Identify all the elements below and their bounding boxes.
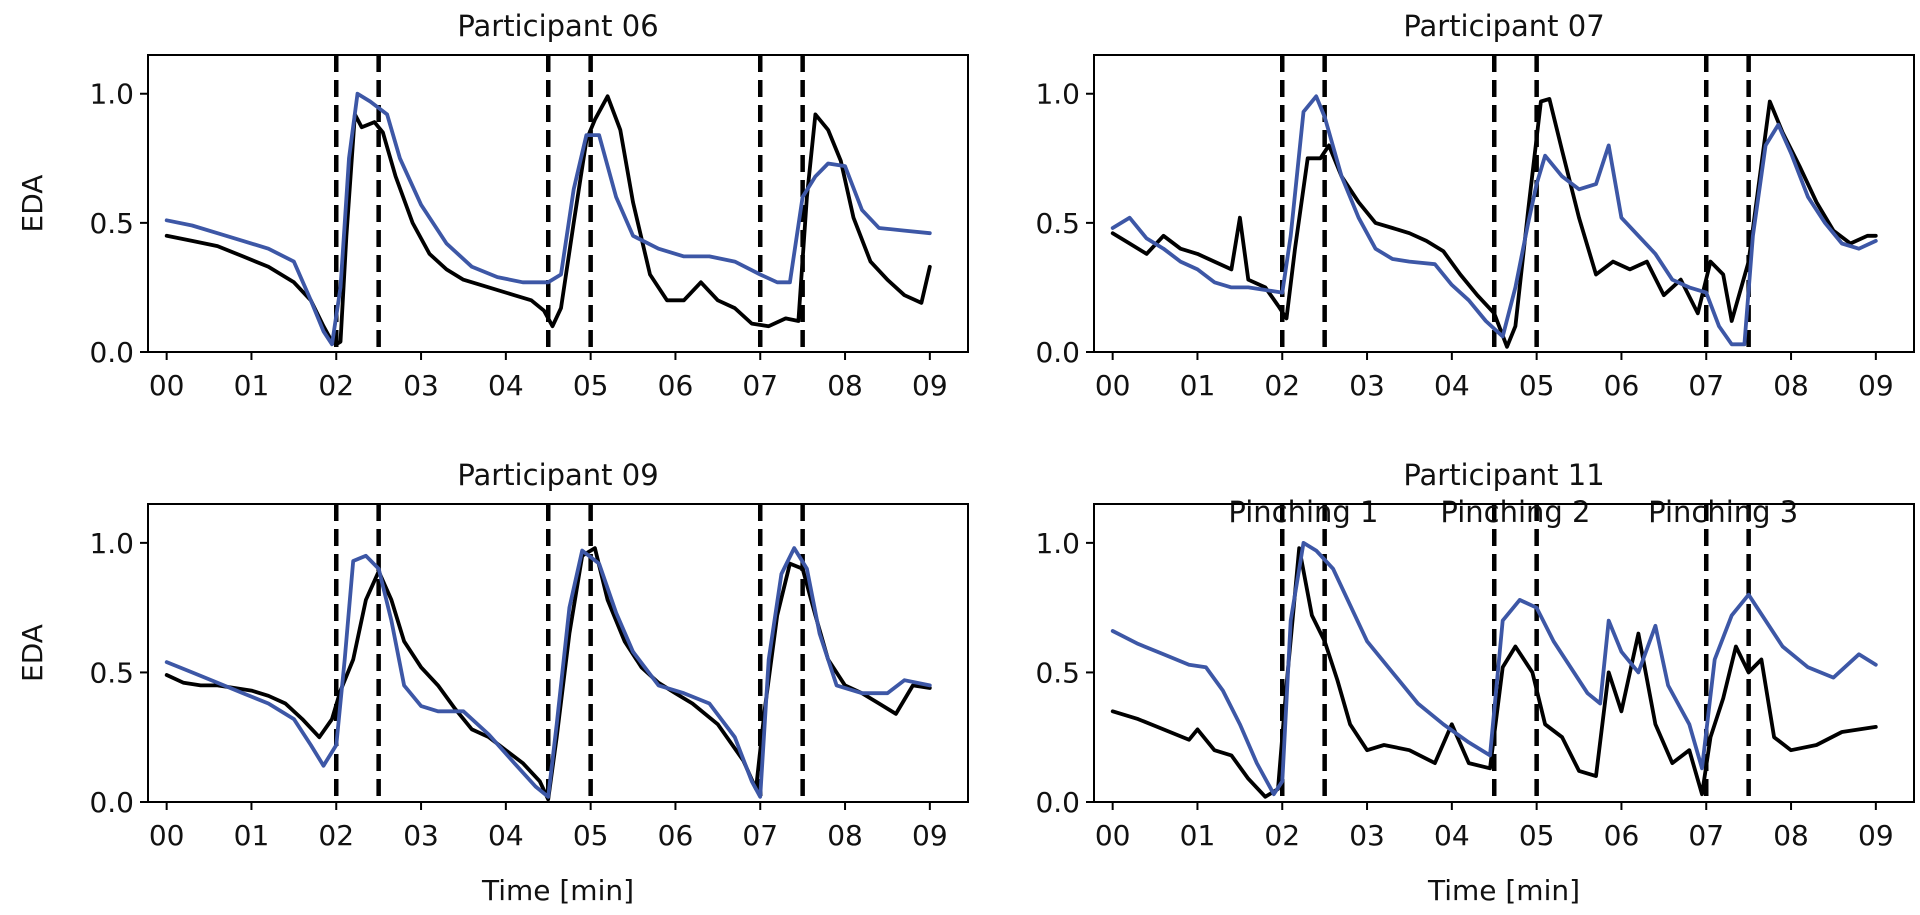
x-tick-label: 08 — [827, 819, 863, 852]
x-tick-label: 05 — [573, 819, 609, 852]
plot-frame — [1093, 503, 1915, 803]
x-tick-label: 09 — [1858, 369, 1894, 402]
y-tick-label: 0.0 — [1035, 786, 1080, 819]
y-tick-label: 0.5 — [89, 656, 134, 689]
x-tick-label: 00 — [149, 819, 185, 852]
panel-title: Participant 06 — [457, 9, 658, 43]
series-line-blue — [164, 91, 932, 347]
x-tick-label: 04 — [488, 819, 524, 852]
x-tick-label: 03 — [403, 819, 439, 852]
x-axis-label: Time [min] — [481, 874, 634, 907]
series-line-blue — [164, 546, 932, 799]
panel-title: Participant 09 — [457, 458, 658, 492]
y-axis-label: EDA — [16, 175, 49, 233]
x-tick-label: 08 — [1773, 819, 1809, 852]
x-tick-label: 08 — [827, 369, 863, 402]
x-tick-label: 02 — [1264, 369, 1300, 402]
x-tick-label: 02 — [318, 369, 354, 402]
x-tick-label: 04 — [1434, 369, 1470, 402]
y-tick-label: 1.0 — [89, 527, 134, 560]
x-tick-label: 01 — [234, 369, 270, 402]
x-tick-label: 07 — [1688, 819, 1724, 852]
y-tick-label: 0.5 — [89, 207, 134, 240]
x-tick-label: 08 — [1773, 369, 1809, 402]
x-tick-label: 00 — [1095, 819, 1131, 852]
y-tick-label: 0.0 — [1035, 336, 1080, 369]
x-tick-label: 05 — [573, 369, 609, 402]
plot-frame — [147, 503, 969, 803]
annotation-label: Pinching 2 — [1440, 495, 1590, 529]
x-tick-label: 03 — [1349, 369, 1385, 402]
x-tick-label: 04 — [488, 369, 524, 402]
x-axis-label: Time [min] — [1427, 874, 1580, 907]
x-tick-label: 07 — [1688, 369, 1724, 402]
x-tick-label: 09 — [912, 369, 948, 402]
series-line-blue — [1110, 541, 1878, 797]
x-tick-label: 05 — [1519, 819, 1555, 852]
x-tick-label: 06 — [658, 369, 694, 402]
x-tick-label: 02 — [318, 819, 354, 852]
panel-title: Participant 11 — [1403, 458, 1604, 492]
x-tick-label: 06 — [1604, 819, 1640, 852]
x-tick-label: 07 — [742, 369, 778, 402]
y-tick-label: 1.0 — [1035, 527, 1080, 560]
y-tick-label: 1.0 — [1035, 78, 1080, 111]
x-tick-label: 05 — [1519, 369, 1555, 402]
series-line-black — [1110, 546, 1878, 799]
plot-frame — [147, 54, 969, 353]
y-axis-label: EDA — [16, 624, 49, 682]
x-tick-label: 00 — [1095, 369, 1131, 402]
x-tick-label: 03 — [403, 369, 439, 402]
series-line-blue — [1110, 94, 1878, 347]
chart-panel-0: Participant 06 00 01 02 03 04 05 06 07 08 09 0.0 0.5… — [16, 9, 969, 402]
y-tick-label: 0.5 — [1035, 207, 1080, 240]
x-tick-label: 04 — [1434, 819, 1470, 852]
series-line-black — [164, 94, 932, 347]
x-tick-label: 00 — [149, 369, 185, 402]
y-tick-label: 1.0 — [89, 78, 134, 111]
chart-panel-2: Participant 09 00 01 02 03 04 05 06 07 08 09 0.0 0.5… — [16, 458, 969, 907]
x-tick-label: 06 — [1604, 369, 1640, 402]
x-tick-label: 09 — [1858, 819, 1894, 852]
x-tick-label: 01 — [1180, 369, 1216, 402]
chart-panel-3: Participant 11 Pinching 1 Pinching 2 Pinchi… — [1035, 458, 1915, 907]
y-tick-label: 0.0 — [89, 336, 134, 369]
x-tick-label: 01 — [1180, 819, 1216, 852]
x-tick-label: 03 — [1349, 819, 1385, 852]
chart-panel-1: Participant 07 00 01 02 03 04 05 06 07 08 09 0.0 0.5… — [1035, 9, 1915, 402]
x-tick-label: 09 — [912, 819, 948, 852]
series-line-black — [164, 546, 932, 802]
annotation-label: Pinching 3 — [1648, 495, 1798, 529]
x-tick-label: 02 — [1264, 819, 1300, 852]
x-tick-label: 06 — [658, 819, 694, 852]
panel-title: Participant 07 — [1403, 9, 1604, 43]
y-tick-label: 0.0 — [89, 786, 134, 819]
y-tick-label: 0.5 — [1035, 656, 1080, 689]
annotation-label: Pinching 1 — [1228, 495, 1378, 529]
plot-frame — [1093, 54, 1915, 353]
x-tick-label: 01 — [234, 819, 270, 852]
x-tick-label: 07 — [742, 819, 778, 852]
